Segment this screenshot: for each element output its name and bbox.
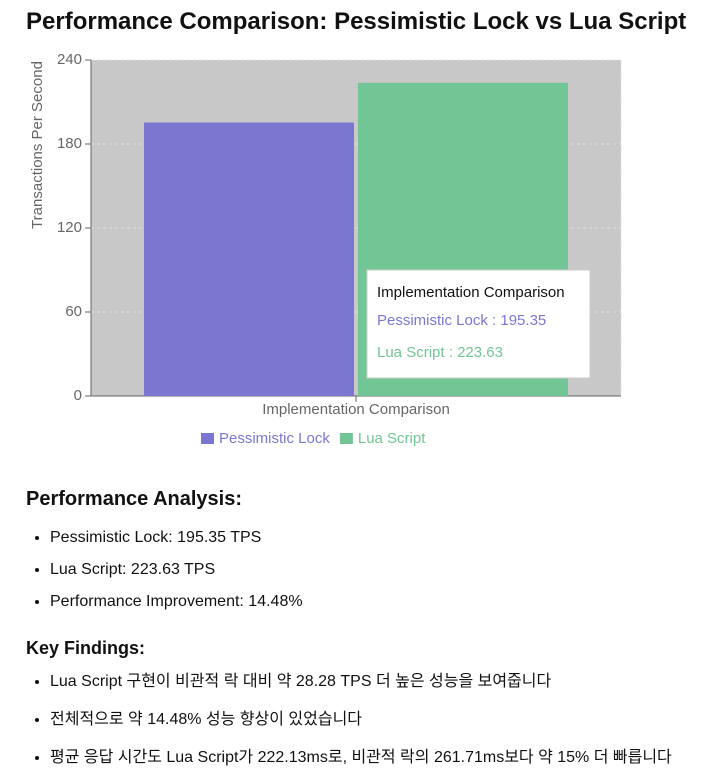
tooltip-item: Pessimistic Lock : 195.35 [377,312,546,329]
list-item: Performance Improvement: 14.48% [50,593,303,611]
x-axis-label: Implementation Comparison [262,401,450,418]
findings-section: Key Findings: Lua Script 구현이 비관적 락 대비 약 … [26,638,672,781]
tooltip-box [366,269,591,379]
list-item: Lua Script: 223.63 TPS [50,561,303,579]
list-item: Lua Script 구현이 비관적 락 대비 약 28.28 TPS 더 높은… [50,667,672,691]
analysis-section: Performance Analysis: Pessimistic Lock: … [26,488,303,625]
legend-label: Lua Script [358,430,426,447]
legend-label: Pessimistic Lock [219,430,330,447]
tooltip-value: 195.35 [500,312,546,329]
y-tick-label: 180 [57,135,82,152]
y-tick-label: 240 [57,51,82,68]
bar [144,122,354,396]
y-axis-label: Transactions Per Second [29,61,46,229]
analysis-heading: Performance Analysis: [26,488,243,510]
tooltip-title: Implementation Comparison [377,284,565,301]
tooltip-item: Lua Script : 223.63 [377,344,503,361]
y-tick-label: 0 [74,387,82,404]
tooltip-name: Pessimistic Lock [377,312,488,329]
findings-heading: Key Findings: [26,638,146,658]
tooltip-value: 223.63 [457,344,503,361]
list-item: 평균 응답 시간도 Lua Script가 222.13ms로, 비관적 락의 … [50,743,672,767]
tooltip-name: Lua Script [377,344,445,361]
list-item: 전체적으로 약 14.48% 성능 향상이 있었습니다 [50,705,672,729]
y-tick-label: 60 [65,303,82,320]
list-item: Pessimistic Lock: 195.35 TPS [50,529,303,547]
y-tick-label: 120 [57,219,82,236]
legend-swatch [339,433,353,444]
tooltip-separator: : [445,344,458,361]
findings-list: Lua Script 구현이 비관적 락 대비 약 28.28 TPS 더 높은… [26,667,672,767]
legend-swatch [201,433,214,444]
chart: 0 60 120 180 240 Transactions Per Second Imple… [29,51,622,447]
analysis-list: Pessimistic Lock: 195.35 TPS Lua Script: … [26,529,303,611]
tooltip-separator: : [488,312,501,329]
chart-title: Performance Comparison: Pessimistic Lock… [26,8,687,35]
